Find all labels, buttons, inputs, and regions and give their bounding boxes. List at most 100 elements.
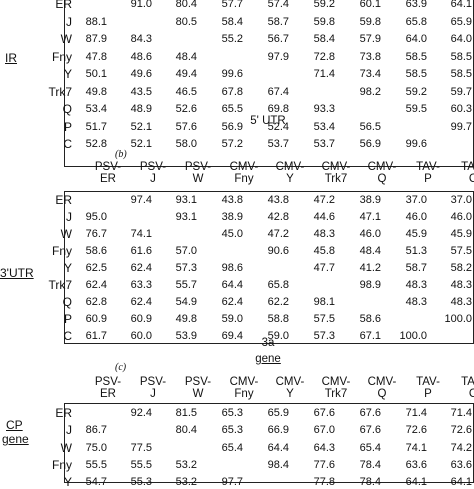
table-cell: 98.1 — [313, 296, 335, 308]
table-cell: 38.9 — [359, 194, 381, 206]
table-cell: 55.2 — [221, 33, 243, 45]
table-cell: 47.7 — [313, 262, 335, 274]
table-cell: 45.9 — [450, 228, 472, 240]
table-cell: 54.7 — [85, 476, 107, 489]
table-cell: 48.3 — [313, 228, 335, 240]
table-cell: 62.4 — [221, 296, 243, 308]
column-header-strain: ER — [100, 388, 116, 401]
row-label: C — [63, 329, 72, 343]
column-header: TAV- P — [406, 161, 450, 185]
row-label: J — [66, 210, 72, 224]
table-cell: 58.4 — [313, 33, 335, 45]
table-cell: 38.9 — [221, 211, 243, 223]
table-cell: 48.3 — [405, 296, 427, 308]
column-header-group: CMV- — [367, 376, 397, 388]
table-cell: 42.8 — [267, 211, 289, 223]
table-cell: 69.4 — [221, 330, 243, 342]
table-cell: 59.7 — [450, 85, 472, 98]
table-cell: 47.1 — [359, 211, 381, 223]
table-cell: 58.6 — [359, 313, 381, 325]
table-cell: 99.6 — [405, 138, 427, 150]
column-header-group: CMV- — [321, 376, 351, 388]
column-header: TAV-C — [451, 376, 474, 400]
column-header-group: TAV- — [416, 376, 440, 388]
row-label: P — [63, 119, 72, 134]
table-cell: 55.3 — [130, 476, 152, 489]
column-header: CMV- Q — [360, 161, 404, 185]
column-header-strain: Fny — [234, 173, 254, 186]
table-cell: 64.3 — [313, 441, 335, 454]
table-cell: 57.2 — [221, 138, 243, 150]
table-cell: 97.9 — [267, 50, 289, 63]
table-cell: 48.6 — [130, 50, 152, 63]
column-header-group: CMV- — [229, 376, 259, 388]
table-cell: 52.1 — [130, 138, 152, 150]
table-cell: 61.6 — [130, 245, 152, 257]
table-cell: 71.4 — [450, 407, 472, 419]
table-cell: 46.5 — [175, 85, 197, 98]
table-cell: 56.9 — [359, 138, 381, 150]
table-cell: 57.7 — [221, 0, 243, 10]
table-cell: 60.1 — [359, 0, 381, 10]
table-cell: 56.9 — [221, 120, 243, 133]
column-header-strain: W — [192, 388, 204, 401]
column-header-strain: C — [468, 173, 474, 186]
row-label: Y — [63, 475, 72, 489]
table-cell: 65.3 — [221, 407, 243, 419]
table-cell: 45.9 — [405, 228, 427, 240]
table-cell: 63.3 — [130, 279, 152, 291]
table-cell: 91.0 — [130, 0, 152, 10]
row-label: ER — [55, 406, 72, 420]
side-label: gene — [2, 432, 29, 446]
table-cell: 54.9 — [175, 296, 197, 308]
table-cell: 72.6 — [450, 424, 472, 437]
column-header: CMV- Y — [268, 376, 312, 400]
side-label: IR — [5, 51, 17, 65]
table-cell: 98.6 — [221, 262, 243, 274]
column-header: PSV- W — [176, 376, 220, 400]
table-cell: 55.5 — [130, 458, 152, 471]
column-header: CMV- Trk7 — [314, 161, 358, 185]
row-label: Q — [62, 295, 72, 309]
table-cell: 57.6 — [175, 120, 197, 133]
row-label: J — [66, 14, 72, 29]
table-cell: 65.9 — [267, 407, 289, 419]
table-cell: 78.4 — [359, 476, 381, 489]
table-cell: 44.6 — [313, 211, 335, 223]
column-header-group: CMV- — [321, 161, 351, 173]
table-cell: 48.3 — [405, 279, 427, 291]
table-cell: 62.8 — [85, 296, 107, 308]
table-cell: 57.0 — [175, 245, 197, 257]
table-cell: 48.4 — [359, 245, 381, 257]
table-cell: 48.3 — [450, 279, 472, 291]
table-cell: 52.1 — [130, 120, 152, 133]
table-cell: 53.7 — [313, 138, 335, 150]
table-cell: 51.3 — [405, 245, 427, 257]
table-cell: 65.8 — [405, 15, 427, 28]
column-header: PSV- W — [176, 161, 220, 185]
column-header-group: PSV- — [94, 376, 122, 388]
table-cell: 57.5 — [450, 245, 472, 257]
region-caption: 3a — [261, 337, 275, 349]
table-cell: 49.8 — [85, 85, 107, 98]
table-cell: 60.3 — [450, 103, 472, 115]
table-cell: 64.1 — [450, 0, 472, 10]
column-header-group: PSV- — [139, 161, 167, 173]
table-cell: 65.8 — [267, 279, 289, 291]
table-cell: 58.4 — [221, 15, 243, 28]
table-cell: 80.4 — [175, 424, 197, 437]
table-cell: 67.1 — [359, 330, 381, 342]
table-cell: 87.9 — [85, 33, 107, 45]
row-label: W — [60, 440, 72, 455]
table-cell: 97.7 — [221, 476, 243, 489]
row-label: Y — [63, 67, 72, 81]
table-cell: 65.4 — [359, 441, 381, 454]
table-cell: 62.4 — [130, 296, 152, 308]
table-cell: 71.4 — [405, 407, 427, 419]
column-header-group: TAV- — [461, 161, 474, 173]
table-cell: 58.0 — [175, 138, 197, 150]
row-label: C — [63, 137, 72, 151]
table-cell: 73.8 — [359, 50, 381, 63]
table-cell: 46.0 — [359, 228, 381, 240]
column-header-strain: W — [192, 173, 204, 186]
